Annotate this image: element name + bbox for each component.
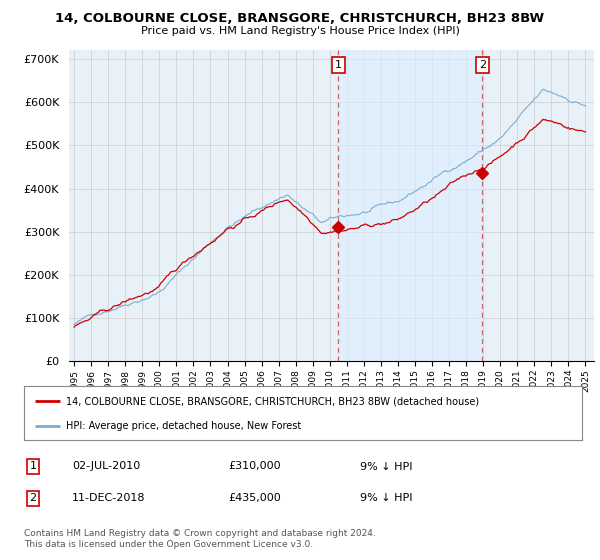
- Text: 9% ↓ HPI: 9% ↓ HPI: [360, 493, 413, 503]
- Text: 1: 1: [29, 461, 37, 472]
- Text: 11-DEC-2018: 11-DEC-2018: [72, 493, 146, 503]
- Text: 14, COLBOURNE CLOSE, BRANSGORE, CHRISTCHURCH, BH23 8BW (detached house): 14, COLBOURNE CLOSE, BRANSGORE, CHRISTCH…: [66, 396, 479, 407]
- Text: 2: 2: [479, 60, 486, 70]
- Text: HPI: Average price, detached house, New Forest: HPI: Average price, detached house, New …: [66, 421, 301, 431]
- Text: 02-JUL-2010: 02-JUL-2010: [72, 461, 140, 472]
- Text: Price paid vs. HM Land Registry's House Price Index (HPI): Price paid vs. HM Land Registry's House …: [140, 26, 460, 36]
- Text: Contains HM Land Registry data © Crown copyright and database right 2024.
This d: Contains HM Land Registry data © Crown c…: [24, 529, 376, 549]
- Text: £435,000: £435,000: [228, 493, 281, 503]
- Text: 2: 2: [29, 493, 37, 503]
- Text: 9% ↓ HPI: 9% ↓ HPI: [360, 461, 413, 472]
- Bar: [338, 50, 482, 361]
- Text: 14, COLBOURNE CLOSE, BRANSGORE, CHRISTCHURCH, BH23 8BW: 14, COLBOURNE CLOSE, BRANSGORE, CHRISTCH…: [55, 12, 545, 25]
- Text: £310,000: £310,000: [228, 461, 281, 472]
- Text: 1: 1: [335, 60, 342, 70]
